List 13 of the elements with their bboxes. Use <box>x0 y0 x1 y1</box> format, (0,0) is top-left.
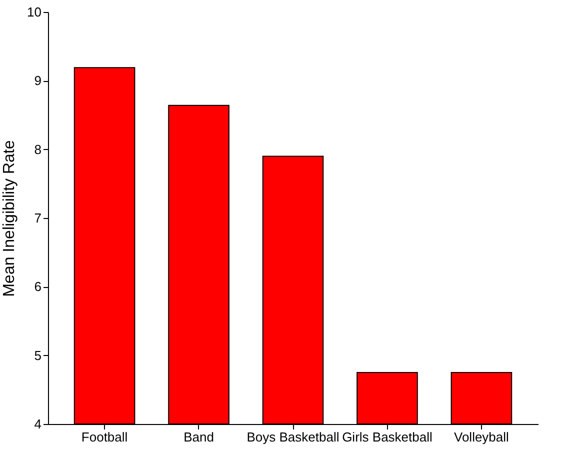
y-tick-label: 7 <box>34 210 42 226</box>
y-tick-label: 9 <box>34 73 42 88</box>
x-tick-label: Boys Basketball <box>246 430 340 444</box>
y-tick-label: 6 <box>34 279 42 294</box>
y-tick-label: 4 <box>34 416 42 432</box>
y-tick-label: 10 <box>27 4 42 20</box>
y-tick-label: 5 <box>34 348 42 363</box>
x-tick-label: Volleyball <box>454 430 510 444</box>
x-tick-label: Football <box>81 430 128 444</box>
x-tick-label: Girls Basketball <box>342 430 432 444</box>
y-tick-label: 8 <box>34 142 42 157</box>
y-axis-title: Mean Ineligibility Rate <box>1 140 18 297</box>
x-tick-label: Band <box>184 430 214 444</box>
